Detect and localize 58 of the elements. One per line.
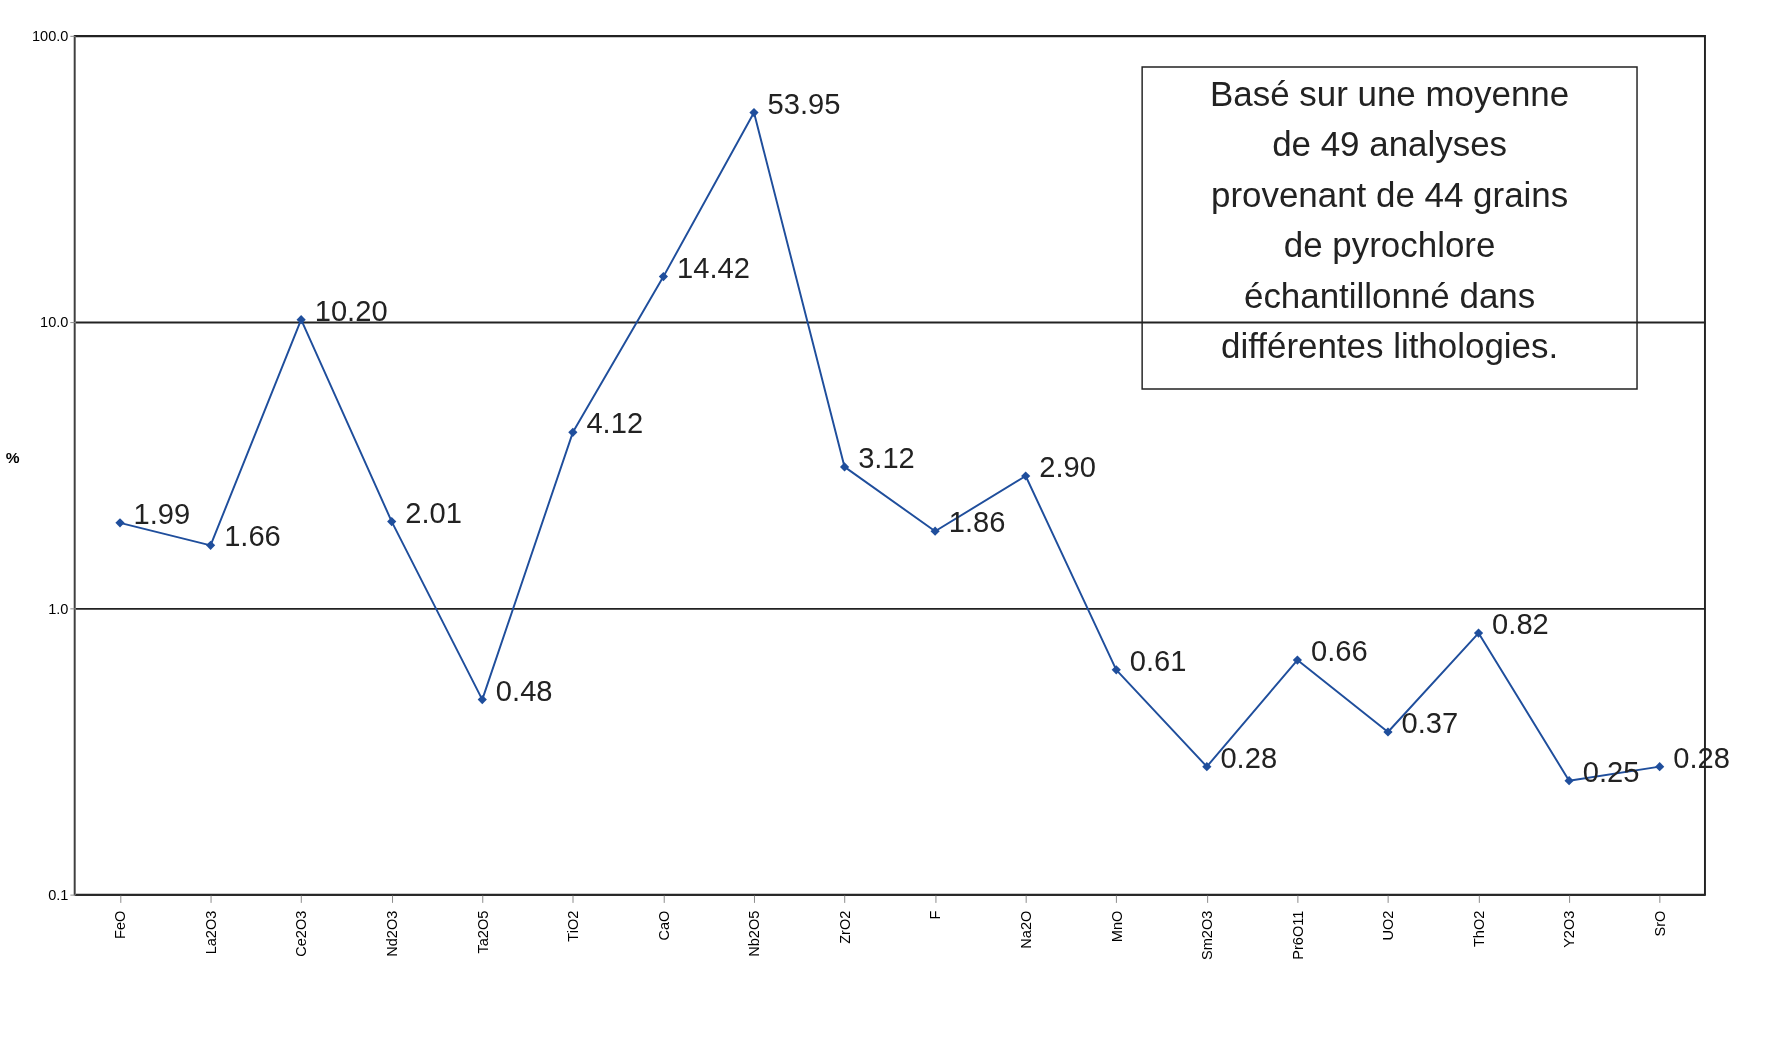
point bbox=[749, 107, 759, 118]
x-tick-label: Na2O bbox=[1018, 910, 1035, 949]
point bbox=[1202, 762, 1212, 772]
point bbox=[1021, 471, 1031, 481]
text: 1.66 bbox=[224, 520, 281, 553]
point bbox=[1473, 628, 1484, 638]
text: 2.01 bbox=[405, 496, 462, 529]
x-tick-label: Ce2O3 bbox=[293, 910, 310, 957]
x-tick-label: ThO2 bbox=[1470, 910, 1487, 948]
x-tick-label: F bbox=[927, 910, 944, 920]
text: 1.86 bbox=[948, 506, 1006, 539]
point bbox=[839, 462, 850, 472]
x-tick-label: TiO2 bbox=[565, 910, 582, 942]
text: 0.28 bbox=[1220, 741, 1278, 774]
x-tick-label: La2O3 bbox=[202, 910, 219, 955]
x-tick-label: Y2O3 bbox=[1561, 910, 1578, 948]
y-axis-title: % bbox=[5, 448, 20, 466]
text: 10.20 bbox=[314, 294, 388, 327]
point bbox=[1292, 655, 1302, 665]
x-tick-label: Nb2O5 bbox=[746, 910, 763, 957]
point bbox=[1564, 776, 1574, 786]
point bbox=[296, 315, 306, 325]
x-tick-label: ZrO2 bbox=[836, 910, 853, 944]
y-tick-label: 0.1 bbox=[48, 886, 69, 903]
text: 53.95 bbox=[767, 87, 841, 120]
x-tick-label: FeO bbox=[112, 910, 129, 939]
point bbox=[658, 272, 669, 282]
x-tick-label: Sm2O3 bbox=[1199, 910, 1216, 960]
y-tick-label: 10.0 bbox=[40, 314, 69, 331]
text: 14.42 bbox=[677, 251, 750, 284]
point bbox=[930, 526, 940, 536]
text: 0.37 bbox=[1401, 706, 1459, 739]
x-tick-label: SrO bbox=[1652, 910, 1669, 937]
point bbox=[1111, 665, 1121, 675]
text: 0.82 bbox=[1492, 608, 1549, 641]
point bbox=[387, 516, 397, 527]
point bbox=[205, 540, 216, 550]
text: 2.90 bbox=[1039, 450, 1096, 483]
point bbox=[1655, 762, 1665, 772]
text: 1.99 bbox=[133, 497, 191, 530]
text: 0.61 bbox=[1129, 644, 1187, 677]
text: 3.12 bbox=[858, 441, 915, 474]
text: 0.48 bbox=[495, 674, 553, 707]
x-tick-label: MnO bbox=[1108, 910, 1125, 943]
x-tick-label: Ta2O5 bbox=[474, 910, 491, 954]
x-tick-label: UO2 bbox=[1380, 910, 1397, 941]
point bbox=[115, 518, 125, 528]
annotation: Basé sur une moyenne de 49 analyses provenant de 44 grains de pyrochlore échantillonné dans différentes lithologies. bbox=[1210, 73, 1570, 366]
x-tick-label: Nd2O3 bbox=[384, 910, 401, 957]
point bbox=[1383, 727, 1393, 737]
y-tick-label: 100.0 bbox=[32, 28, 69, 45]
x-tick-label: Pr6O11 bbox=[1289, 910, 1306, 960]
text: 4.12 bbox=[586, 407, 644, 440]
y-tick-label: 1.0 bbox=[48, 600, 69, 617]
point bbox=[568, 427, 578, 437]
x-tick-label: CaO bbox=[655, 910, 672, 941]
text: 0.66 bbox=[1310, 635, 1368, 667]
point bbox=[477, 695, 487, 705]
